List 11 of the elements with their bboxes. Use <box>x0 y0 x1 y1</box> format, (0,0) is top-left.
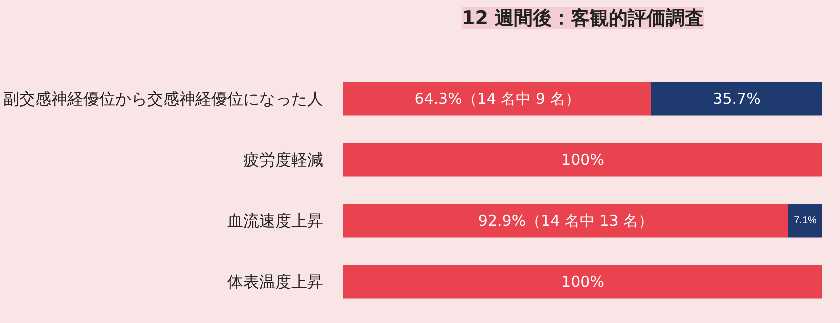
y-tick-label: 疲労度軽減 <box>244 150 324 170</box>
y-tick-label: 副交感神経優位から交感神経優位になった人 <box>4 89 324 108</box>
data-label: 100% <box>562 272 604 291</box>
data-label: 7.1% <box>794 215 817 226</box>
y-tick-label: 体表温度上昇 <box>228 272 324 292</box>
data-label: 100% <box>562 150 604 169</box>
data-label: 35.7% <box>713 90 761 108</box>
data-label: 92.9%（14 名中 13 名） <box>478 212 654 230</box>
data-label: 64.3%（14 名中 9 名） <box>414 90 580 108</box>
chart-title: 12 週間後：客観的評価調査 <box>462 8 704 30</box>
y-tick-label: 血流速度上昇 <box>228 211 324 230</box>
